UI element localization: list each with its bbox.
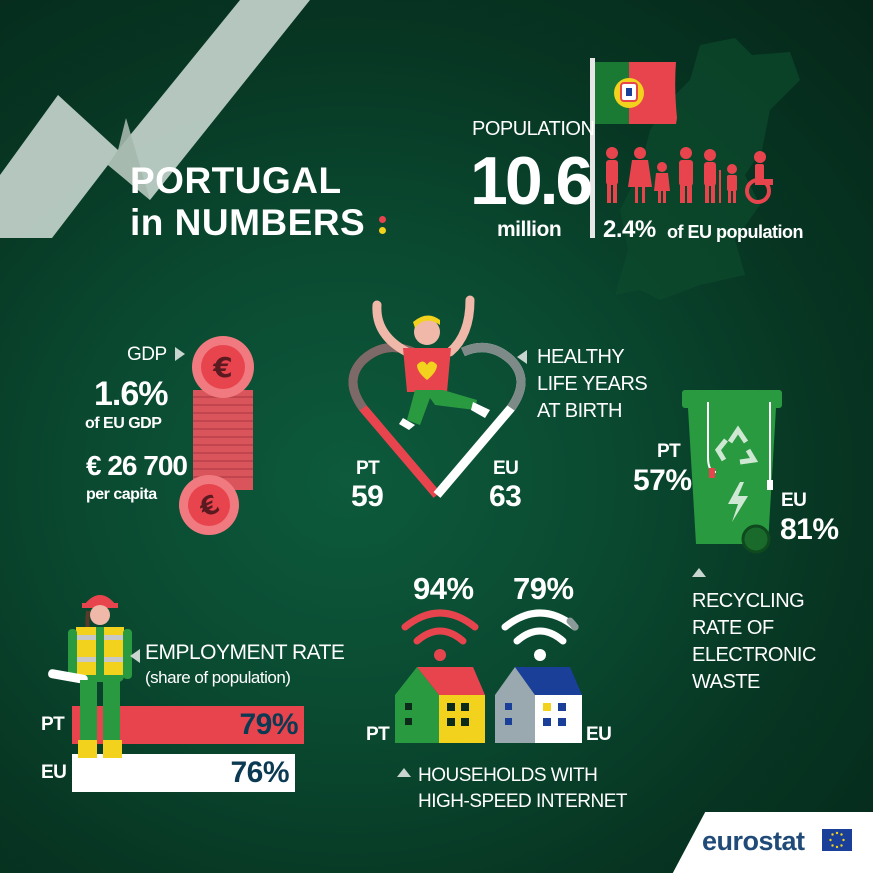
recycling-eu-value: 81% — [780, 513, 839, 546]
portugal-flag-icon — [590, 58, 677, 238]
gdp-eu-share-text: of EU GDP — [85, 415, 162, 432]
title-line-2: in NUMBERS — [130, 202, 387, 244]
recycling-pt-label: PT — [657, 441, 681, 462]
triangle-up-icon — [397, 768, 411, 777]
internet-label-line-2: HIGH-SPEED INTERNET — [418, 791, 628, 812]
healthy-life-years-label: HEALTHY LIFE YEARS AT BIRTH — [517, 344, 648, 425]
people-icons — [606, 147, 773, 204]
title-numbers: NUMBERS — [174, 202, 366, 243]
gdp-eu-share: 1.6% — [94, 375, 168, 413]
title-in: in — [130, 202, 164, 243]
recycling-eu-label: EU — [781, 490, 807, 511]
employment-eu-label: EU — [41, 762, 67, 783]
recycling-label-line-4: WASTE — [692, 671, 760, 693]
employment-eu-value: 76% — [230, 756, 289, 789]
internet-label: HOUSEHOLDS WITH HIGH-SPEED INTERNET — [418, 763, 628, 815]
internet-label-line-1: HOUSEHOLDS WITH — [418, 765, 598, 786]
wifi-houses-icon — [395, 609, 582, 743]
employment-eu-bar: 76% — [72, 754, 295, 792]
healthy-pt-label: PT — [356, 458, 380, 479]
healthy-label-line-1: HEALTHY — [537, 346, 625, 368]
recycling-bin-icon — [682, 390, 782, 554]
healthy-label-line-2: LIFE YEARS — [537, 373, 648, 395]
svg-text:€: € — [212, 351, 232, 384]
recycling-label-line-3: ELECTRONIC — [692, 644, 816, 666]
employment-label: EMPLOYMENT RATE — [145, 641, 345, 664]
population-label: POPULATION — [472, 118, 595, 140]
eu-flag-icon — [822, 829, 852, 851]
eurostat-logo: eurostat — [702, 826, 805, 856]
recycling-pt-value: 57% — [633, 464, 692, 497]
internet-eu-label: EU — [586, 724, 612, 745]
employment-pt-label: PT — [41, 714, 65, 735]
healthy-eu-value: 63 — [489, 480, 522, 513]
title-line-1: PORTUGAL — [130, 160, 342, 201]
employment-sublabel: (share of population) — [145, 668, 291, 687]
healthy-label-line-3: AT BIRTH — [537, 400, 622, 422]
internet-pt-value: 94% — [413, 571, 474, 606]
healthy-pt-value: 59 — [351, 480, 384, 513]
gdp-per-capita-text: per capita — [86, 486, 157, 503]
worker-icon — [48, 595, 132, 758]
triangle-left-icon — [130, 649, 140, 663]
employment-pt-value: 79% — [239, 708, 298, 741]
population-eu-share-text: of EU population — [667, 222, 803, 242]
triangle-up-icon — [692, 568, 706, 577]
triangle-left-icon — [517, 350, 527, 364]
recycling-label: RECYCLING RATE OF ELECTRONIC WASTE — [692, 588, 816, 696]
colon-icon — [379, 212, 387, 238]
heart-jumping-person-icon — [348, 295, 526, 498]
internet-eu-value: 79% — [513, 571, 574, 606]
coin-stack-icon: € € — [179, 336, 254, 535]
population-value: 10.6 — [470, 143, 593, 219]
recycling-label-line-1: RECYCLING — [692, 590, 805, 612]
gdp-label: GDP — [127, 344, 186, 366]
population-eu-share: 2.4% — [603, 216, 656, 243]
recycling-label-line-2: RATE OF — [692, 617, 774, 639]
population-unit: million — [497, 218, 562, 241]
gdp-per-capita: € 26 700 — [86, 450, 188, 481]
triangle-right-icon — [175, 347, 186, 361]
gdp-label-text: GDP — [127, 344, 167, 365]
internet-pt-label: PT — [366, 724, 390, 745]
healthy-eu-label: EU — [493, 458, 519, 479]
